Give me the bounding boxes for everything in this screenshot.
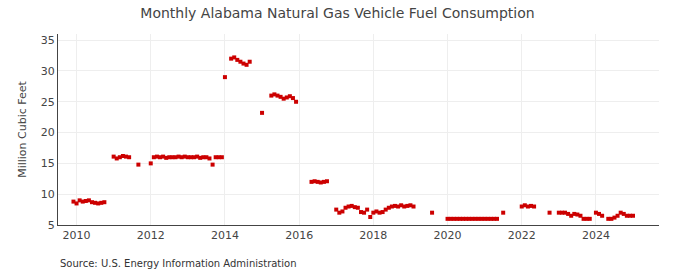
svg-text:2022: 2022 (508, 229, 536, 242)
svg-text:10: 10 (41, 188, 55, 201)
svg-text:2018: 2018 (359, 229, 387, 242)
svg-text:5: 5 (48, 219, 55, 232)
svg-text:Million Cubic Feet: Million Cubic Feet (16, 80, 29, 177)
svg-text:2024: 2024 (582, 229, 610, 242)
svg-text:30: 30 (41, 65, 55, 78)
svg-text:2010: 2010 (63, 229, 91, 242)
svg-text:Monthly Alabama Natural Gas Ve: Monthly Alabama Natural Gas Vehicle Fuel… (140, 5, 534, 21)
svg-text:25: 25 (41, 96, 55, 109)
svg-text:Source: U.S. Energy Informatio: Source: U.S. Energy Information Administ… (60, 258, 297, 269)
svg-text:15: 15 (41, 157, 55, 170)
svg-text:2012: 2012 (137, 229, 165, 242)
svg-text:2014: 2014 (211, 229, 239, 242)
svg-text:2016: 2016 (285, 229, 313, 242)
svg-text:2020: 2020 (434, 229, 462, 242)
svg-text:35: 35 (41, 34, 55, 47)
svg-text:20: 20 (41, 126, 55, 139)
